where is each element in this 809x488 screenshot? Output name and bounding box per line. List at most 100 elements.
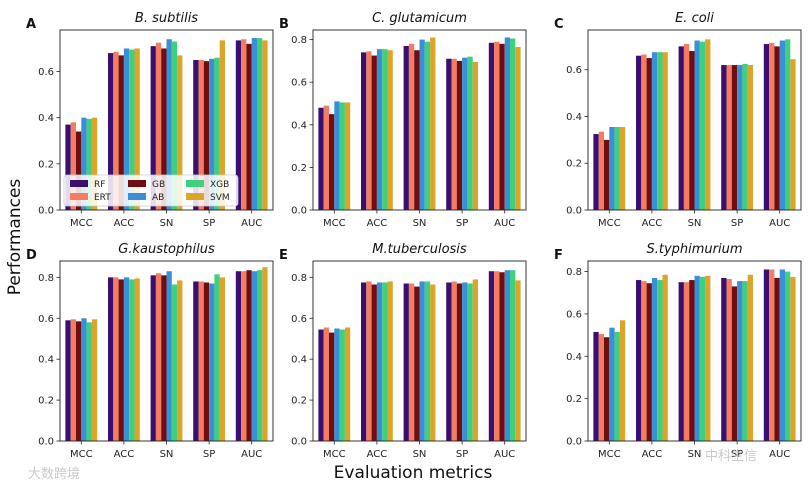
y-tick-label: 0.0 [38,437,54,448]
bar-d-mcc-gb [76,321,82,441]
x-axis-label: Evaluation metrics [334,463,493,483]
bar-e-acc-gb [371,284,377,441]
bar-e-sp-gb [456,283,463,441]
legend-label-svm: SVM [210,193,230,203]
axes-frame [59,260,274,442]
bar-c-sp-svm [747,65,753,210]
bar-e-sn-ab [419,281,425,441]
bar-a-auc-gb [246,43,252,210]
axes-frame [587,29,802,211]
bar-b-acc-xgb [382,49,388,210]
bar-f-auc-gb [774,277,780,441]
legend-swatch-svm [186,193,204,200]
bar-f-sn-ert [683,282,690,441]
x-tick-label: SN [688,449,702,460]
panel-label: F [554,248,563,263]
panel-a: MCC ACC SN SP AUC 0.0 0.2 0.4 0.6 B. subtilis A [26,11,274,229]
bar-d-acc-ab [123,277,130,441]
y-tick-label: 0.6 [291,78,307,89]
x-tick-label: SP [456,218,468,229]
bar-d-sp-ert [198,281,204,441]
panel-e: MCC ACC SN SP AUC 0.0 0.2 0.4 0.6 0.8 M.tuberculos… [279,242,527,460]
bar-a-sp-svm [219,40,225,210]
bar-b-acc-ab [376,49,383,210]
panel-d: MCC ACC SN SP AUC 0.0 0.2 0.4 0.6 0.8 G.kaustophil… [26,242,274,460]
legend-label-xgb: XGB [210,180,229,190]
bar-e-mcc-xgb [339,329,345,441]
bar-d-mcc-xgb [86,322,92,441]
y-tick-label: 0.6 [38,67,54,78]
bar-d-sn-ert [155,273,162,441]
bar-d-auc-svm [262,267,268,441]
bar-c-mcc-xgb [614,127,620,210]
bar-c-sp-gb [731,65,738,210]
bar-b-sn-gb [414,50,420,210]
bar-e-sp-svm [472,279,478,441]
bar-f-acc-rf [636,280,642,441]
bar-c-sp-ab [737,65,743,210]
panel-label: A [26,17,36,32]
legend-label-ab: AB [152,193,164,203]
bar-a-acc-ert [113,51,119,210]
bar-f-sn-rf [678,282,684,441]
bar-e-auc-rf [488,271,495,441]
bar-c-mcc-svm [619,127,626,210]
bar-f-sn-gb [689,280,695,441]
bar-a-acc-rf [108,53,114,210]
panel-label: E [279,248,288,263]
bar-d-sn-svm [177,280,183,441]
bar-f-sn-ab [694,275,700,441]
y-tick-label: 0.6 [38,314,54,325]
bar-c-auc-rf [763,44,770,210]
bar-b-sn-ab [419,39,425,211]
bar-a-sp-gb [203,61,210,211]
x-tick-label: AUC [494,218,515,229]
bar-a-sn-gb [161,48,167,211]
bar-b-auc-svm [515,47,521,210]
x-tick-label: SP [456,449,468,460]
bar-e-auc-svm [515,280,521,441]
bar-e-mcc-gb [329,332,335,441]
bar-f-auc-ert [769,269,775,441]
bar-e-sp-ab [462,282,468,441]
y-tick-label: 0.2 [38,396,54,407]
panel-title: B. subtilis [135,11,198,26]
y-tick-label: 0.4 [566,112,582,123]
x-tick-label: SN [688,218,702,229]
panel-c: MCC ACC SN SP AUC 0.0 0.2 0.4 0.6 E. coli C [554,11,802,229]
bar-b-sp-ert [451,58,457,211]
bar-d-acc-ert [113,277,119,441]
legend-swatch-ab [128,193,146,200]
bar-e-acc-ert [366,281,372,441]
bar-f-mcc-ert [598,334,604,441]
bar-b-sn-svm [430,37,436,211]
bar-c-auc-xgb [785,39,791,210]
panel-f: MCC ACC SN SP AUC 0.0 0.2 0.4 0.6 0.8 S.typhimuriu… [554,242,802,460]
bar-b-sp-xgb [467,56,473,210]
bar-d-auc-xgb [257,270,263,441]
watermark-left: 大数跨境 [28,467,80,482]
bar-e-sn-xgb [424,281,431,441]
bar-a-sp-rf [193,60,199,210]
y-tick-label: 0.8 [291,35,307,46]
bar-a-mcc-rf [65,124,71,210]
bar-c-sn-rf [678,46,684,210]
y-tick-label: 0.4 [291,120,307,131]
x-tick-label: MCC [323,449,346,460]
y-tick-label: 0.8 [38,273,54,284]
x-tick-label: ACC [642,218,663,229]
bar-f-sp-ert [726,279,732,441]
bar-d-sn-rf [150,275,156,441]
bar-a-auc-xgb [257,38,263,210]
bar-e-auc-xgb [510,270,516,441]
bar-b-auc-rf [488,42,495,210]
bar-c-auc-svm [790,59,796,210]
y-tick-label: 0.2 [38,159,54,170]
bar-f-sn-svm [705,275,711,441]
bar-d-mcc-ert [70,319,76,441]
bar-d-mcc-rf [65,320,71,441]
legend-swatch-gb [128,180,146,187]
y-tick-label: 0.6 [566,65,582,76]
x-tick-label: MCC [598,218,621,229]
